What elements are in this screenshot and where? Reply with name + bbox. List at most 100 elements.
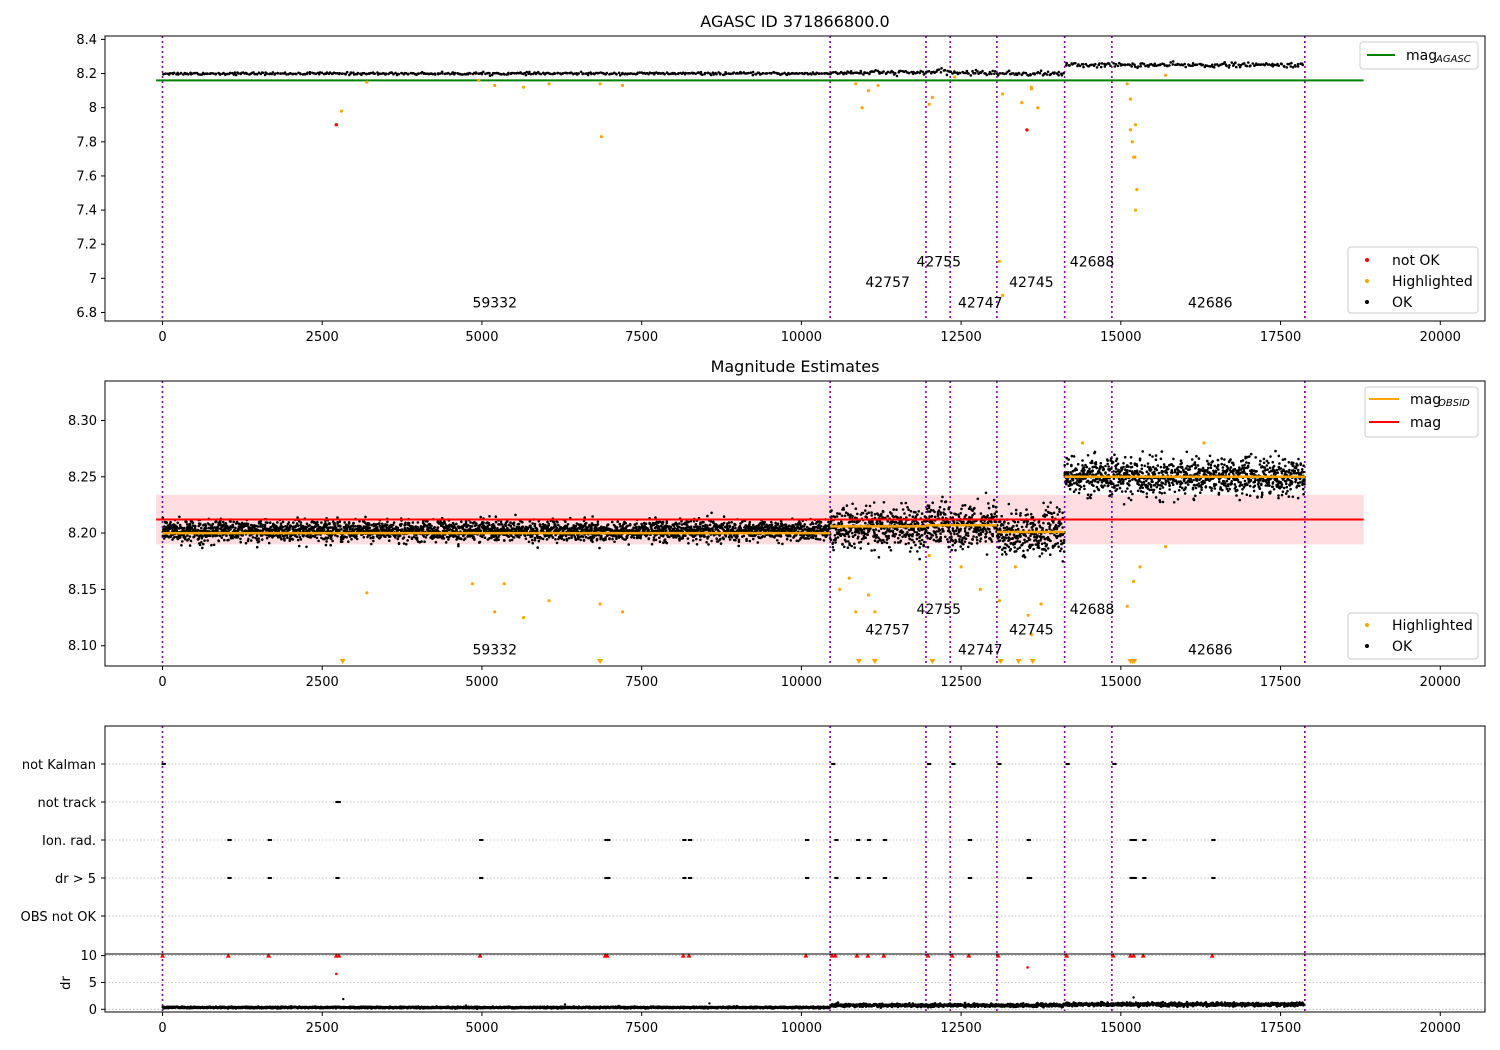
ok-point — [328, 522, 331, 525]
ok-point — [886, 514, 889, 518]
ok-point — [340, 528, 343, 531]
ok-point — [457, 544, 460, 548]
ok-point — [916, 522, 920, 525]
ok-point — [779, 535, 783, 538]
ok-point — [447, 538, 450, 541]
ok-point — [207, 526, 211, 530]
ok-point — [494, 515, 498, 518]
ok-point — [1142, 62, 1146, 66]
ok-point — [840, 529, 843, 532]
ok-point — [554, 538, 557, 541]
ok-point — [896, 536, 900, 540]
ok-point — [424, 72, 428, 75]
ok-point — [309, 535, 313, 538]
highlighted-point — [365, 80, 369, 84]
ok-point — [581, 535, 585, 539]
ok-point — [433, 73, 437, 76]
ok-point — [200, 526, 203, 530]
ok-point — [206, 72, 209, 76]
ok-point — [938, 505, 942, 509]
ok-point — [734, 526, 737, 530]
ok-point — [699, 70, 703, 74]
ok-point — [959, 527, 962, 531]
ok-point — [512, 521, 516, 524]
ok-point — [598, 546, 601, 550]
not-ok-point — [334, 123, 338, 127]
ok-point — [483, 536, 487, 539]
ok-point — [325, 540, 328, 543]
ok-point — [847, 513, 850, 517]
ok-point — [184, 537, 187, 541]
ok-point — [424, 536, 428, 539]
ok-point — [954, 529, 958, 532]
ok-point — [954, 549, 957, 552]
ok-point — [943, 508, 946, 511]
ok-point — [715, 72, 718, 76]
ok-point — [965, 69, 969, 73]
ok-point — [842, 508, 846, 511]
ok-point — [1024, 71, 1028, 75]
ok-point — [551, 536, 555, 539]
ok-point — [384, 72, 388, 75]
ok-point — [1028, 538, 1032, 541]
ok-point — [499, 527, 503, 531]
ok-point — [1247, 61, 1250, 64]
ok-point — [363, 521, 367, 524]
ok-point — [1223, 61, 1226, 64]
ok-point — [179, 71, 183, 75]
ok-point — [830, 509, 833, 512]
ok-point — [992, 515, 996, 519]
ok-point — [233, 71, 237, 74]
ok-point — [895, 521, 898, 524]
ok-point — [1249, 64, 1252, 67]
ok-point — [985, 553, 989, 556]
ok-point — [644, 522, 648, 525]
ok-point — [198, 543, 202, 547]
ok-point — [962, 542, 965, 546]
ok-point — [988, 70, 992, 74]
ok-point — [926, 536, 930, 540]
ok-point — [749, 71, 753, 74]
ok-point — [397, 542, 401, 546]
ok-point — [473, 538, 476, 541]
ok-point — [564, 520, 567, 523]
ok-point — [355, 535, 358, 538]
ok-point — [605, 71, 609, 75]
ok-point — [362, 535, 366, 539]
ok-point — [853, 546, 856, 549]
ok-point — [218, 534, 222, 538]
ok-point — [737, 544, 740, 548]
ok-point — [296, 516, 299, 519]
ok-point — [190, 526, 194, 530]
ok-point — [934, 533, 938, 536]
ok-point — [161, 516, 165, 520]
ok-point — [606, 523, 610, 526]
ok-point — [211, 534, 215, 538]
ok-point — [761, 71, 765, 75]
ok-point — [1018, 72, 1021, 75]
ok-point — [596, 522, 600, 526]
ok-point — [941, 495, 944, 499]
ok-point — [400, 528, 404, 531]
ok-point — [283, 71, 287, 74]
ok-point — [945, 73, 949, 77]
ok-point — [488, 74, 492, 77]
ok-point — [362, 71, 366, 75]
ok-point — [939, 532, 942, 535]
ok-point — [722, 515, 726, 518]
ok-point — [243, 522, 246, 525]
ok-point — [946, 540, 950, 544]
ok-point — [1007, 545, 1011, 549]
ok-point — [604, 537, 607, 540]
ok-point — [910, 546, 913, 550]
ok-point — [952, 520, 956, 523]
ok-point — [1133, 63, 1136, 66]
ok-point — [1213, 63, 1217, 66]
p1-obsid-label: 42747 — [958, 295, 1003, 311]
ok-point — [970, 542, 973, 545]
ok-point — [1184, 65, 1187, 69]
ok-point — [925, 529, 928, 532]
ok-point — [818, 72, 821, 75]
ok-point — [985, 73, 989, 77]
